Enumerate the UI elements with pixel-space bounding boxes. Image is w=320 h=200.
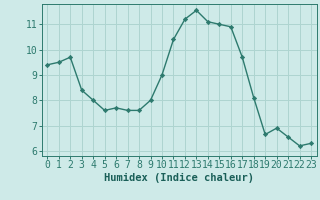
X-axis label: Humidex (Indice chaleur): Humidex (Indice chaleur) [104,173,254,183]
